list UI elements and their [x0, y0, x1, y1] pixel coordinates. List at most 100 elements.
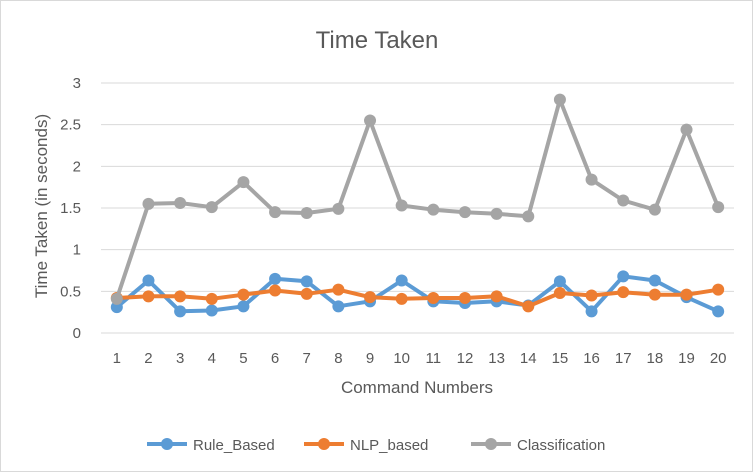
legend-marker	[318, 438, 330, 450]
data-point	[110, 301, 123, 314]
legend-label: Classification	[517, 437, 605, 454]
data-point	[332, 283, 345, 296]
data-point	[237, 288, 250, 301]
data-point	[395, 274, 408, 287]
data-point	[269, 272, 282, 285]
x-tick-label: 8	[334, 350, 342, 367]
data-point	[617, 194, 630, 207]
data-point	[712, 201, 725, 214]
legend: Rule_Based NLP_based Classification	[147, 437, 605, 454]
data-point	[395, 199, 408, 212]
chart-title: Time Taken	[316, 27, 439, 54]
data-point	[395, 292, 408, 305]
data-point	[205, 292, 218, 305]
data-point	[490, 207, 503, 220]
y-axis-label: Time Taken (in seconds)	[32, 114, 51, 298]
data-point	[458, 292, 471, 304]
x-tick-label: 6	[271, 350, 279, 367]
legend-item: Classification	[471, 437, 605, 454]
x-tick-label: 11	[426, 350, 442, 367]
data-point	[142, 290, 155, 303]
data-point	[553, 287, 566, 299]
y-tick-label: 1	[73, 242, 81, 259]
data-point	[712, 305, 725, 318]
y-tick-label: 3	[73, 75, 81, 92]
data-point	[174, 305, 187, 318]
x-tick-label: 1	[113, 350, 121, 367]
data-point	[522, 300, 535, 313]
data-point	[237, 176, 250, 189]
data-point	[427, 203, 440, 216]
legend-item: NLP_based	[304, 437, 428, 454]
data-point	[205, 201, 218, 214]
x-axis-ticks: 1 2 3 4 5 6 7 8 9 10 11 12 13 14 15 16 17 18 19 20	[113, 350, 727, 367]
data-point	[712, 283, 725, 296]
data-point	[648, 288, 661, 301]
data-point	[110, 292, 123, 305]
data-point	[364, 114, 377, 127]
data-point	[458, 206, 471, 219]
legend-label: NLP_based	[350, 437, 428, 454]
data-point	[269, 284, 282, 297]
x-tick-label: 5	[239, 350, 247, 367]
data-point	[237, 300, 250, 313]
data-point	[617, 286, 630, 299]
x-tick-label: 12	[457, 350, 474, 367]
legend-item: Rule_Based	[147, 437, 275, 454]
data-point	[680, 288, 693, 301]
data-point	[300, 275, 313, 288]
data-point	[142, 197, 155, 210]
legend-marker	[485, 438, 497, 450]
x-tick-label: 13	[488, 350, 505, 367]
x-tick-label: 2	[144, 350, 152, 367]
data-point	[585, 173, 598, 186]
x-tick-label: 10	[393, 350, 410, 367]
x-tick-label: 3	[176, 350, 184, 367]
y-tick-label: 2	[73, 158, 81, 175]
data-point	[648, 203, 661, 216]
series-group	[110, 93, 725, 318]
legend-marker	[161, 438, 173, 450]
data-point	[490, 290, 503, 303]
data-point	[300, 207, 313, 219]
y-tick-label: 1.5	[60, 200, 81, 217]
data-point	[205, 304, 218, 317]
x-tick-label: 17	[615, 350, 632, 367]
data-point	[300, 287, 313, 300]
series-classification	[110, 93, 725, 305]
data-point	[174, 197, 187, 209]
data-point	[553, 93, 566, 106]
data-point	[585, 289, 598, 302]
x-tick-label: 19	[678, 350, 695, 367]
y-axis-ticks: 0 0.5 1 1.5 2 2.5 3	[60, 75, 81, 342]
x-tick-label: 14	[520, 350, 537, 367]
data-point	[648, 274, 661, 287]
x-tick-label: 18	[647, 350, 664, 367]
data-point	[364, 291, 377, 304]
data-point	[522, 210, 535, 223]
data-point	[142, 274, 155, 287]
y-tick-label: 2.5	[60, 117, 81, 134]
data-point	[332, 202, 345, 215]
series-nlp_based	[110, 283, 725, 313]
data-point	[617, 270, 630, 283]
data-point	[427, 292, 440, 304]
y-tick-label: 0.5	[60, 283, 81, 300]
x-tick-label: 9	[366, 350, 374, 367]
legend-label: Rule_Based	[193, 437, 275, 454]
x-tick-label: 15	[552, 350, 569, 367]
data-point	[553, 275, 566, 288]
x-tick-label: 7	[303, 350, 311, 367]
data-point	[680, 123, 693, 136]
data-point	[332, 300, 345, 313]
y-tick-label: 0	[73, 325, 81, 342]
x-tick-label: 4	[208, 350, 216, 367]
series-line	[114, 97, 721, 301]
x-axis-label: Command Numbers	[341, 378, 493, 397]
data-point	[269, 206, 282, 219]
data-point	[174, 290, 187, 303]
x-tick-label: 16	[583, 350, 600, 367]
data-point	[585, 305, 598, 318]
